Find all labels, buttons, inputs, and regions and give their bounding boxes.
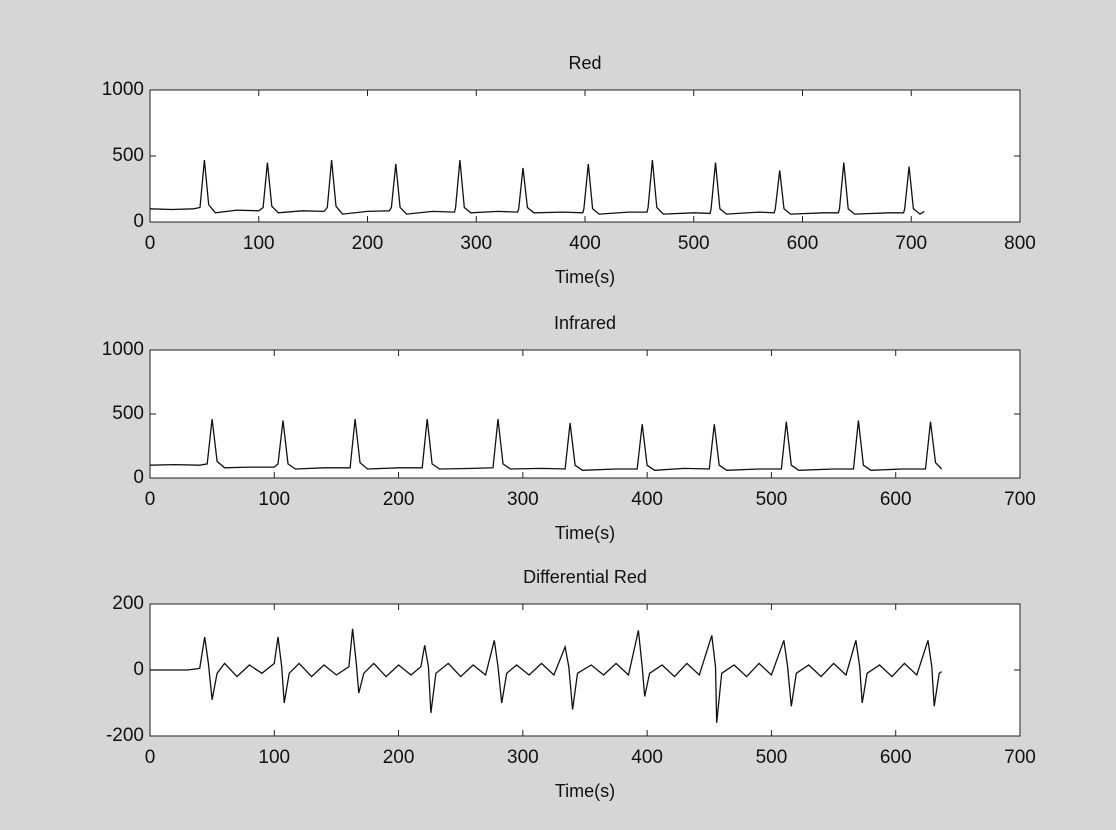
x-tick-label: 300 xyxy=(507,747,539,768)
x-tick-label: 700 xyxy=(895,233,927,254)
y-tick-label: 500 xyxy=(112,145,144,166)
x-tick-label: 600 xyxy=(880,747,912,768)
plot-area xyxy=(149,603,1021,737)
x-tick-label: 500 xyxy=(756,747,788,768)
x-axis-label: Time(s) xyxy=(555,781,615,801)
x-tick-label: 100 xyxy=(258,747,290,768)
signal-line xyxy=(149,419,943,471)
x-tick-label: 400 xyxy=(631,747,663,768)
x-tick-label: 600 xyxy=(880,489,912,510)
x-tick-label: 300 xyxy=(460,233,492,254)
x-tick-label: 200 xyxy=(352,233,384,254)
x-tick-label: 700 xyxy=(1004,747,1036,768)
y-tick-label: 1000 xyxy=(102,339,144,360)
x-tick-label: 0 xyxy=(145,489,156,510)
x-axis-label: Time(s) xyxy=(555,267,615,287)
x-tick-label: 100 xyxy=(258,489,290,510)
x-tick-label: 100 xyxy=(243,233,275,254)
x-tick-label: 300 xyxy=(507,489,539,510)
x-tick-label: 0 xyxy=(145,747,156,768)
y-tick-label: 0 xyxy=(133,211,144,232)
x-axis-label: Time(s) xyxy=(555,523,615,543)
y-tick-label: 500 xyxy=(112,403,144,424)
x-tick-label: 200 xyxy=(383,489,415,510)
x-tick-label: 400 xyxy=(569,233,601,254)
x-tick-label: 600 xyxy=(787,233,819,254)
signal-line xyxy=(149,159,925,215)
signal-line xyxy=(150,628,943,723)
chart-title: Red xyxy=(568,53,601,73)
x-tick-label: 800 xyxy=(1004,233,1036,254)
x-tick-label: 500 xyxy=(678,233,710,254)
plot-area xyxy=(149,349,1021,479)
x-tick-label: 700 xyxy=(1004,489,1036,510)
chart-title: Differential Red xyxy=(523,567,647,587)
x-tick-label: 200 xyxy=(383,747,415,768)
y-tick-label: 200 xyxy=(112,593,144,614)
chart-title: Infrared xyxy=(554,313,616,333)
y-tick-label: 0 xyxy=(133,467,144,488)
y-tick-label: -200 xyxy=(106,725,144,746)
y-tick-label: 0 xyxy=(133,659,144,680)
y-tick-label: 1000 xyxy=(102,79,144,100)
x-tick-label: 400 xyxy=(631,489,663,510)
x-tick-label: 500 xyxy=(756,489,788,510)
x-tick-label: 0 xyxy=(145,233,156,254)
